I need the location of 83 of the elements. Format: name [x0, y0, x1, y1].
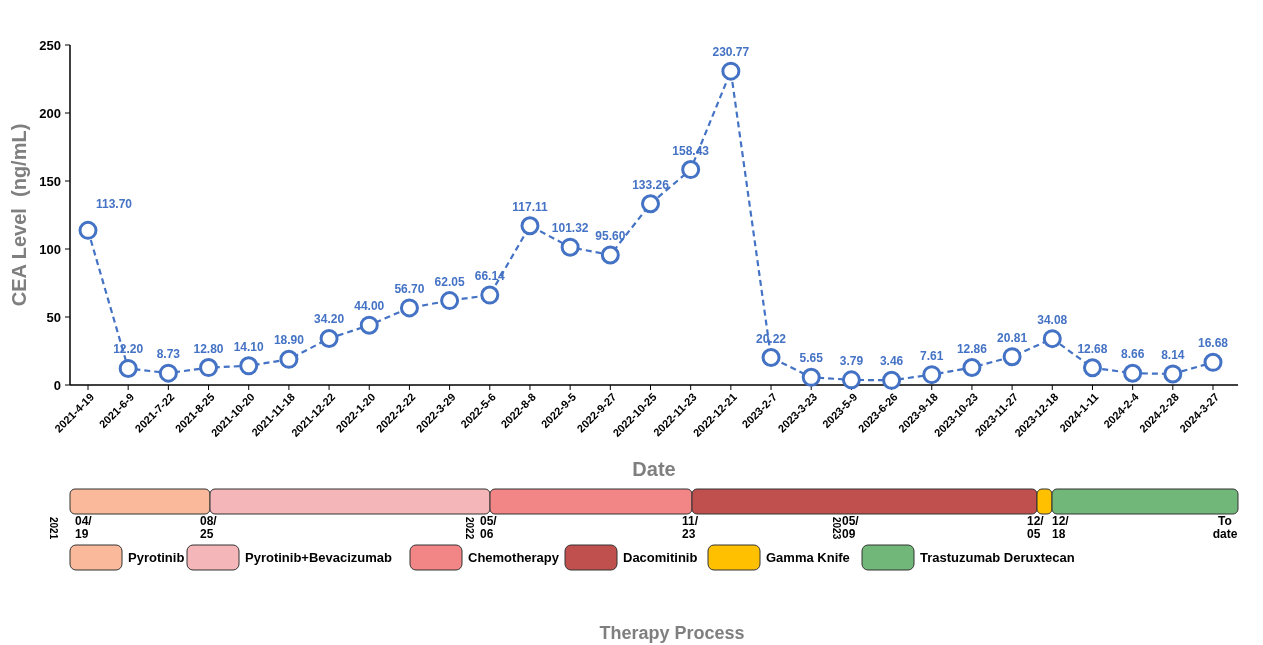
text: Therapy Process [599, 623, 745, 643]
y-tick-label: 100 [39, 241, 61, 257]
data-label: 113.70 [95, 197, 133, 212]
point [78, 220, 98, 240]
point [1002, 347, 1022, 367]
point [560, 237, 580, 257]
point [1123, 363, 1143, 383]
data-label: 44.00 [354, 299, 385, 314]
point [922, 365, 942, 385]
point [962, 358, 982, 378]
point [600, 245, 620, 265]
category-label: Pyrotinib+Bevacizumab [245, 550, 393, 565]
point [158, 363, 178, 383]
point [721, 61, 741, 81]
data-label: 133.26 [632, 177, 670, 192]
text: 05/09 [842, 514, 860, 541]
data-label: 230.77 [712, 45, 750, 60]
data-label: 16.68 [1197, 336, 1229, 351]
point [239, 356, 259, 376]
data-label: 95.60 [595, 228, 626, 243]
point [520, 216, 540, 236]
data-label: 5.65 [799, 351, 824, 366]
y-tick-label: 150 [39, 173, 61, 189]
point [118, 358, 138, 378]
data-label: 101.32 [551, 221, 589, 236]
text: 08/25 [200, 514, 218, 541]
point [440, 291, 460, 311]
data-label: 3.46 [879, 354, 904, 369]
data-label: 7.61 [920, 348, 944, 363]
point [480, 285, 500, 305]
data-label: 62.05 [434, 274, 465, 289]
y-tick-label: 200 [39, 105, 61, 121]
data-label: 8.73 [156, 347, 181, 362]
category-label: Dacomitinib [623, 550, 698, 565]
y-tick-label: 250 [39, 37, 61, 53]
point [761, 348, 781, 367]
category-label: Chemotherapy [468, 550, 560, 565]
point [681, 160, 701, 180]
data-label: 34.20 [314, 312, 345, 327]
point [1163, 364, 1183, 384]
data-label: 12.80 [193, 341, 224, 356]
text: To date [1212, 514, 1238, 541]
category-label: Pyrotinib [128, 550, 185, 565]
text: 04/19 [75, 514, 93, 541]
point [199, 358, 219, 378]
x-axis-title: Date [632, 458, 676, 480]
y-axis-title: CEA Level (ng/mL) [8, 123, 30, 307]
data-label: 12.20 [113, 342, 144, 357]
y-tick-label: 50 [46, 309, 61, 325]
data-label: 12.68 [1077, 341, 1108, 356]
text: 2022 [464, 517, 475, 540]
text: 12/18 [1052, 514, 1070, 541]
data-label: 66.14 [474, 269, 506, 284]
data-label: 34.08 [1037, 312, 1068, 327]
data-label: 20.22 [756, 331, 787, 346]
data-label: 20.81 [997, 330, 1028, 345]
y-tick-label: 0 [53, 377, 61, 393]
point [641, 194, 660, 214]
point [319, 328, 339, 348]
point [1203, 352, 1223, 372]
text: 05/06 [480, 514, 498, 541]
category-label: Trastuzumab Deruxtecan [920, 550, 1075, 565]
point [882, 370, 902, 390]
data-label: 8.66 [1120, 347, 1145, 362]
text: 11/23 [682, 514, 699, 541]
data-label: 117.11 [512, 199, 548, 214]
point [801, 367, 821, 387]
data-label: 14.10 [233, 339, 265, 354]
data-label: 12.86 [956, 341, 988, 356]
point [1042, 329, 1062, 349]
data-label: 18.90 [273, 333, 305, 348]
point [279, 349, 299, 369]
text: 2021 [48, 517, 59, 540]
point [359, 315, 379, 335]
point [1082, 358, 1102, 378]
data-label: 3.79 [839, 353, 864, 368]
text: 2023 [831, 517, 842, 540]
data-label: 8.14 [1161, 347, 1185, 362]
data-label: 56.70 [394, 281, 425, 296]
point [399, 298, 419, 318]
point [841, 370, 861, 390]
category-label: Gamma Knife [766, 550, 850, 565]
text: 12/05 [1027, 514, 1045, 541]
